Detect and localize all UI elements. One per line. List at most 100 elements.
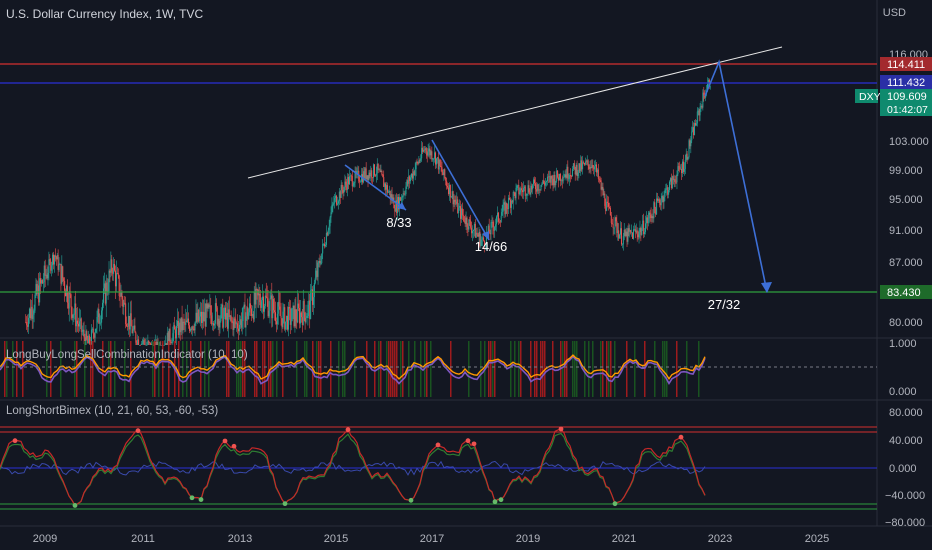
annotation-14-66[interactable]: 14/66 (475, 239, 508, 254)
candle-body (381, 170, 383, 175)
candle-body (431, 151, 433, 160)
candle-body (273, 299, 275, 311)
bimex-red-line (0, 428, 706, 507)
candle-body (386, 185, 388, 193)
candle-body (662, 196, 664, 203)
annotation-8-33[interactable]: 8/33 (386, 215, 411, 230)
candle-body (428, 148, 430, 152)
candle-body (465, 217, 467, 225)
arrow-drawing-2[interactable] (431, 139, 490, 241)
candle-body (325, 232, 327, 245)
candle-body (316, 270, 318, 277)
candle-body (350, 175, 352, 177)
candle-body (458, 207, 460, 214)
candle-body (236, 323, 238, 325)
candle-body (460, 208, 462, 219)
candle-body (407, 180, 409, 184)
signal-bar (490, 341, 492, 397)
symbol-tag (855, 89, 878, 103)
projection-arrow[interactable] (704, 59, 768, 293)
signal-bar (92, 341, 94, 397)
candle-body (597, 169, 599, 179)
candle-body (209, 305, 211, 308)
candle-body (262, 296, 264, 301)
candle-body (447, 187, 449, 195)
signal-bar (602, 341, 604, 397)
candle-body (144, 344, 146, 346)
candle-body (253, 292, 255, 320)
annotation-27-32[interactable]: 27/32 (708, 297, 741, 312)
candle-body (480, 239, 482, 246)
candle-body (528, 185, 530, 193)
candle-body (311, 289, 313, 291)
candle-body (335, 195, 337, 199)
candle-body (391, 194, 393, 201)
candle-body (61, 266, 63, 284)
signal-bar (468, 341, 470, 397)
candle-body (63, 278, 65, 282)
signal-bar (400, 341, 402, 397)
candle-body (673, 179, 675, 181)
candle-body (376, 163, 378, 174)
candle-body (184, 322, 186, 325)
signal-bar (316, 341, 318, 397)
indicator1-label[interactable]: LongBuyLongSellCombinationIndicator (10,… (6, 349, 248, 361)
signal-bar (540, 341, 542, 397)
candle-body (519, 192, 521, 195)
candle-body (141, 343, 143, 345)
indicator2-label[interactable]: LongShortBimex (10, 21, 60, 53, -60, -53… (6, 405, 219, 417)
candle-body (225, 307, 227, 320)
candle-body (296, 320, 298, 323)
signal-bar (102, 341, 104, 397)
badge-countdown-text: 01:42:07 (887, 104, 928, 116)
candle-body (340, 184, 342, 198)
rising-trendline[interactable] (247, 46, 783, 179)
arrow-drawing-1[interactable] (344, 164, 407, 211)
candle-body (499, 221, 501, 223)
candle-body (45, 274, 47, 276)
candle-body (429, 148, 431, 156)
candle-body (265, 295, 267, 297)
candle-body (503, 202, 505, 205)
signal-bar (380, 341, 382, 397)
candle-body (504, 202, 506, 215)
candle-body (124, 302, 126, 304)
candle-body (123, 302, 125, 307)
candle-body (544, 182, 546, 186)
candle-body (689, 140, 691, 147)
candle-body (410, 173, 412, 178)
signal-bar (182, 341, 184, 397)
candle-body (430, 151, 432, 156)
candle-body (44, 265, 46, 276)
candle-body (299, 308, 301, 324)
candle-body (380, 170, 382, 173)
candle-body (276, 313, 278, 325)
candle-body (300, 312, 302, 318)
candle-body (390, 194, 392, 199)
candle-body (527, 185, 529, 194)
signal-bar (108, 341, 110, 397)
candle-body (439, 159, 441, 166)
candle-body (680, 168, 682, 170)
candle-body (221, 304, 223, 307)
candle-body (105, 282, 107, 304)
candle-body (410, 177, 412, 182)
candle-body (547, 176, 549, 178)
candle-body (694, 123, 696, 126)
candle-body (619, 234, 621, 239)
candle-body (389, 190, 391, 199)
candle-body (655, 208, 657, 215)
candle-body (525, 195, 527, 197)
buy-dot (498, 497, 504, 503)
candle-body (188, 325, 190, 331)
candle-body (392, 197, 394, 201)
candle-body (238, 324, 240, 332)
candle-body (139, 345, 141, 346)
candle-body (227, 309, 229, 329)
signal-bar (354, 341, 356, 397)
candle-body (400, 197, 402, 201)
signal-bar (654, 341, 656, 397)
signal-bar (268, 341, 270, 397)
candle-body (583, 162, 585, 165)
